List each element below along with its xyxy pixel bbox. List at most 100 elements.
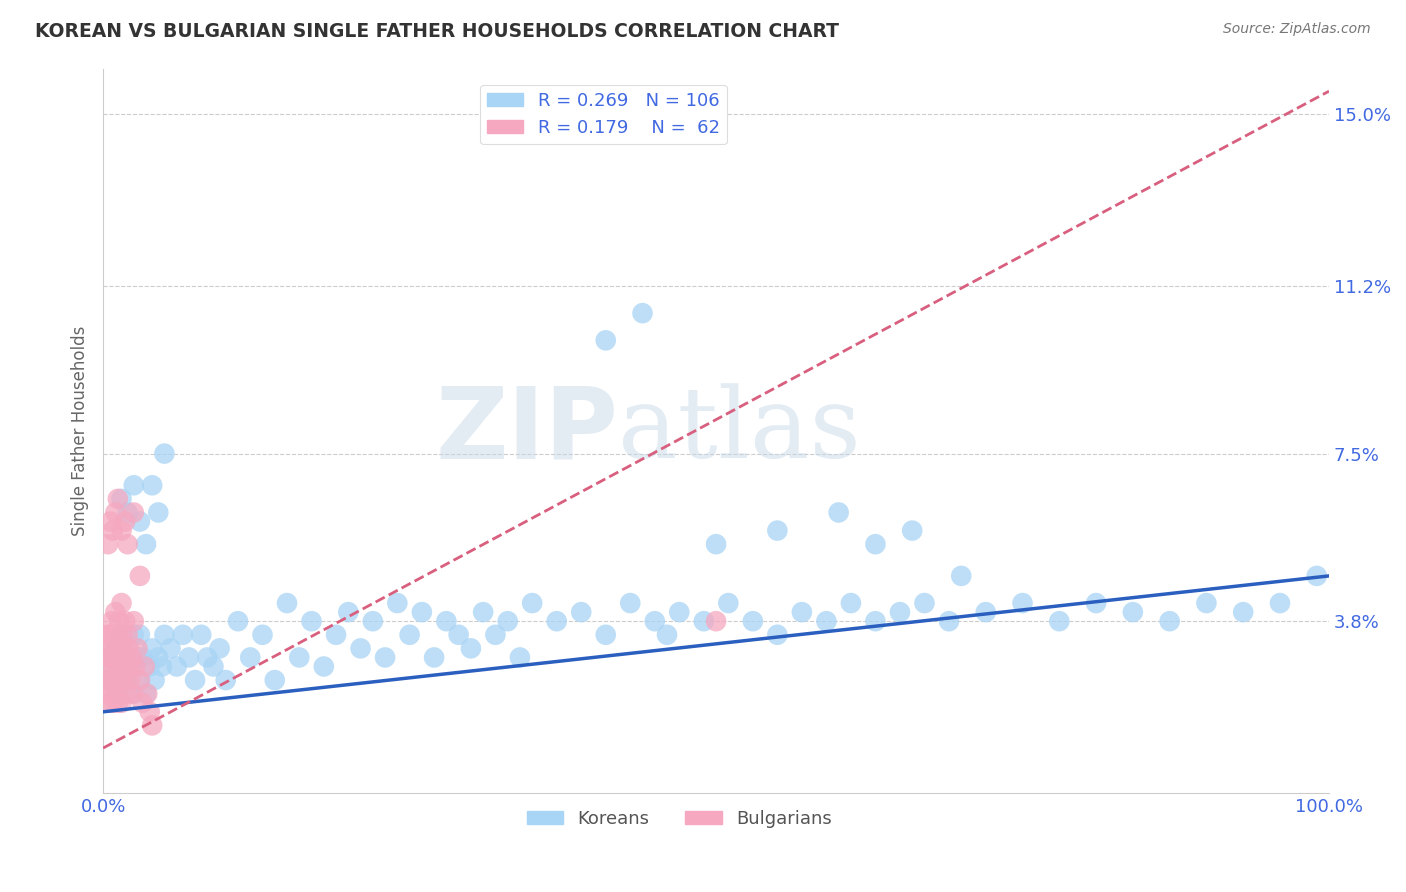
- Point: [117, 659, 139, 673]
- Point: [1232, 605, 1254, 619]
- Point: [120, 659, 142, 673]
- Point: [496, 614, 519, 628]
- Point: [114, 614, 136, 628]
- Point: [100, 515, 122, 529]
- Point: [766, 524, 789, 538]
- Point: [129, 628, 152, 642]
- Point: [122, 628, 145, 642]
- Point: [741, 614, 763, 628]
- Point: [159, 641, 181, 656]
- Point: [117, 506, 139, 520]
- Point: [107, 491, 129, 506]
- Point: [619, 596, 641, 610]
- Point: [104, 687, 127, 701]
- Point: [827, 506, 849, 520]
- Point: [143, 673, 166, 687]
- Point: [97, 537, 120, 551]
- Point: [100, 628, 122, 642]
- Point: [114, 515, 136, 529]
- Point: [100, 687, 122, 701]
- Point: [107, 696, 129, 710]
- Point: [120, 673, 142, 687]
- Text: KOREAN VS BULGARIAN SINGLE FATHER HOUSEHOLDS CORRELATION CHART: KOREAN VS BULGARIAN SINGLE FATHER HOUSEH…: [35, 22, 839, 41]
- Point: [1122, 605, 1144, 619]
- Point: [110, 673, 132, 687]
- Point: [98, 696, 121, 710]
- Point: [117, 628, 139, 642]
- Point: [104, 605, 127, 619]
- Point: [111, 659, 134, 673]
- Point: [631, 306, 654, 320]
- Point: [114, 650, 136, 665]
- Point: [121, 687, 143, 701]
- Point: [263, 673, 285, 687]
- Point: [138, 659, 160, 673]
- Point: [595, 628, 617, 642]
- Point: [938, 614, 960, 628]
- Point: [301, 614, 323, 628]
- Point: [96, 673, 118, 687]
- Point: [136, 687, 159, 701]
- Point: [98, 659, 121, 673]
- Point: [118, 641, 141, 656]
- Point: [110, 524, 132, 538]
- Point: [98, 641, 121, 656]
- Point: [110, 491, 132, 506]
- Point: [141, 478, 163, 492]
- Point: [325, 628, 347, 642]
- Point: [717, 596, 740, 610]
- Point: [110, 696, 132, 710]
- Point: [148, 650, 170, 665]
- Point: [129, 673, 152, 687]
- Point: [184, 673, 207, 687]
- Point: [239, 650, 262, 665]
- Point: [790, 605, 813, 619]
- Point: [1195, 596, 1218, 610]
- Point: [100, 650, 122, 665]
- Point: [135, 687, 157, 701]
- Point: [120, 650, 142, 665]
- Point: [202, 659, 225, 673]
- Point: [131, 696, 153, 710]
- Point: [110, 659, 132, 673]
- Point: [107, 628, 129, 642]
- Point: [131, 650, 153, 665]
- Point: [115, 687, 138, 701]
- Point: [704, 537, 727, 551]
- Point: [865, 614, 887, 628]
- Point: [98, 673, 121, 687]
- Point: [1085, 596, 1108, 610]
- Point: [104, 650, 127, 665]
- Point: [111, 628, 134, 642]
- Point: [112, 673, 135, 687]
- Point: [100, 673, 122, 687]
- Point: [105, 673, 128, 687]
- Text: ZIP: ZIP: [434, 383, 619, 479]
- Point: [195, 650, 218, 665]
- Point: [166, 659, 188, 673]
- Point: [101, 524, 124, 538]
- Point: [117, 673, 139, 687]
- Point: [97, 628, 120, 642]
- Point: [105, 641, 128, 656]
- Point: [104, 641, 127, 656]
- Point: [288, 650, 311, 665]
- Point: [101, 673, 124, 687]
- Text: Source: ZipAtlas.com: Source: ZipAtlas.com: [1223, 22, 1371, 37]
- Point: [127, 641, 149, 656]
- Point: [104, 673, 127, 687]
- Point: [1159, 614, 1181, 628]
- Point: [447, 628, 470, 642]
- Point: [387, 596, 409, 610]
- Point: [889, 605, 911, 619]
- Point: [901, 524, 924, 538]
- Point: [509, 650, 531, 665]
- Point: [110, 641, 132, 656]
- Point: [172, 628, 194, 642]
- Point: [276, 596, 298, 610]
- Point: [522, 596, 544, 610]
- Point: [97, 687, 120, 701]
- Point: [644, 614, 666, 628]
- Point: [215, 673, 238, 687]
- Point: [950, 569, 973, 583]
